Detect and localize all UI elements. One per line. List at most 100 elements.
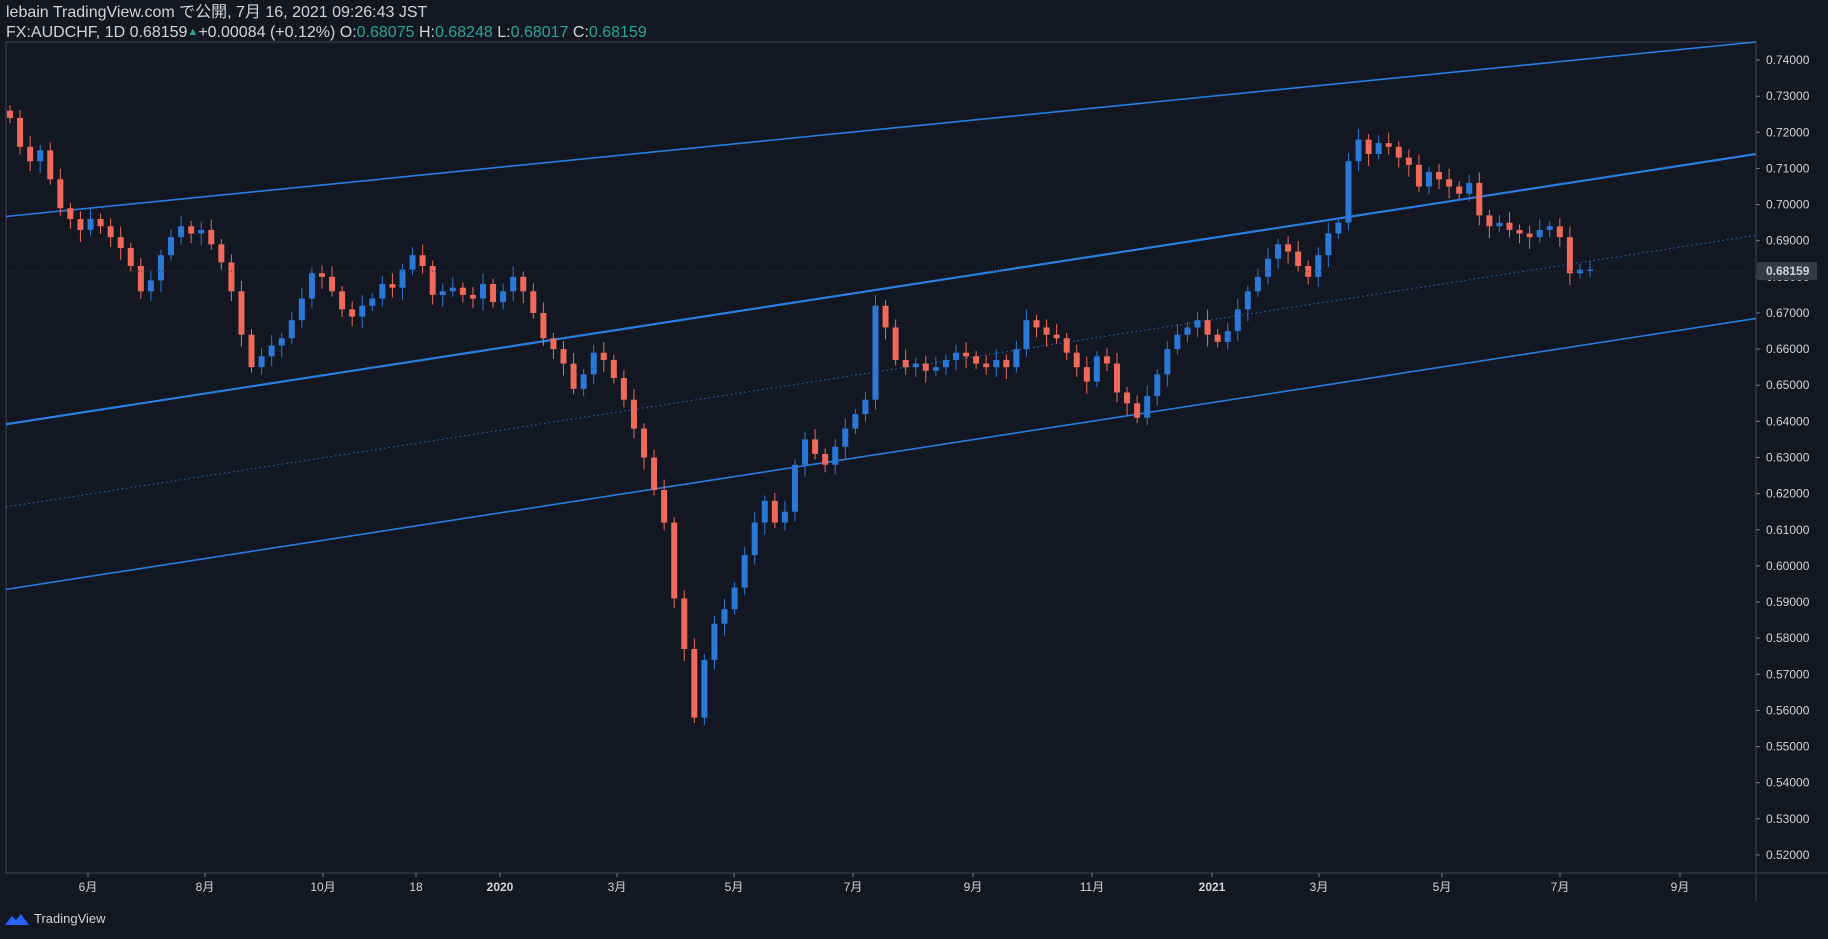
candle-body xyxy=(1164,349,1171,375)
candle-body xyxy=(469,294,476,299)
candle-body xyxy=(530,291,537,313)
candle-body xyxy=(198,229,205,234)
candle-body xyxy=(1436,172,1443,180)
candle-body xyxy=(1073,352,1080,368)
candle-body xyxy=(560,349,567,364)
candle-body xyxy=(731,587,738,610)
candle-body xyxy=(872,305,879,400)
candle-body xyxy=(1204,320,1211,335)
time-tick-label: 6月 xyxy=(79,880,98,894)
candle-body xyxy=(1506,222,1513,230)
candle-body xyxy=(188,226,195,234)
candle-body xyxy=(922,363,929,371)
candle-body xyxy=(1124,392,1131,404)
ohlc-legend: FX:AUDCHF, 1D 0.68159▲+0.00084 (+0.12%) … xyxy=(6,23,647,42)
candle-body xyxy=(1446,179,1453,187)
candle-body xyxy=(661,490,668,523)
time-tick-label: 9月 xyxy=(1671,880,1690,894)
candle-body xyxy=(449,287,456,292)
candle-body xyxy=(278,338,285,346)
candle-body xyxy=(852,414,859,429)
candle-body xyxy=(500,291,507,303)
tradingview-logo-icon xyxy=(5,913,29,925)
candle-body xyxy=(1576,269,1583,274)
up-arrow-icon: ▲ xyxy=(187,26,199,38)
publish-info: lebain TradingView.com で公開, 7月 16, 2021 … xyxy=(6,4,428,21)
candle-body xyxy=(510,276,517,292)
candle-body xyxy=(1335,222,1342,234)
last-price-badge-label: 0.68159 xyxy=(1766,264,1810,278)
candle-body xyxy=(359,305,366,317)
high-label: H: xyxy=(418,24,435,41)
candle-body xyxy=(1063,338,1070,353)
candle-body xyxy=(1496,222,1503,227)
candle-body xyxy=(802,439,809,465)
price-tick-label: 0.57000 xyxy=(1766,667,1810,681)
price-tick-label: 0.66000 xyxy=(1766,342,1810,356)
channel-line-lower xyxy=(5,317,1757,591)
candle-body xyxy=(620,378,627,400)
time-tick-label: 11月 xyxy=(1080,880,1104,894)
candle-body xyxy=(1566,237,1573,274)
candle-body xyxy=(77,219,84,230)
candle-body xyxy=(27,146,34,162)
candle-body xyxy=(1355,139,1362,162)
candle-body xyxy=(1134,403,1141,418)
candle-body xyxy=(781,511,788,523)
candle-body xyxy=(1013,349,1020,368)
candle-body xyxy=(228,262,235,292)
candle-body xyxy=(1476,182,1483,216)
symbol-label: FX:AUDCHF, 1D xyxy=(6,24,126,41)
candle-body xyxy=(1144,396,1151,418)
candle-body xyxy=(942,359,949,368)
candle-body xyxy=(1023,320,1030,350)
price-tick-label: 0.71000 xyxy=(1766,161,1810,175)
footer-brand[interactable]: TradingView xyxy=(4,911,106,926)
last-price-badge xyxy=(1757,262,1817,281)
price-tick-label: 0.61000 xyxy=(1766,523,1810,537)
candle-body xyxy=(1083,367,1090,382)
candle-body xyxy=(791,464,798,512)
candle-body xyxy=(1114,363,1121,393)
candle-body xyxy=(117,237,124,248)
candle-body xyxy=(1325,233,1332,256)
candle-body xyxy=(409,255,416,270)
candle-body xyxy=(490,284,497,303)
candle-body xyxy=(630,399,637,429)
price-tick-label: 0.73000 xyxy=(1766,89,1810,103)
candle-body xyxy=(1405,157,1412,165)
price-tick-label: 0.70000 xyxy=(1766,198,1810,212)
candle-body xyxy=(37,150,44,162)
candle-body xyxy=(771,500,778,523)
brand-label: TradingView xyxy=(34,911,106,926)
candle-body xyxy=(832,446,839,465)
candle-body xyxy=(641,428,648,458)
price-tick-label: 0.67000 xyxy=(1766,306,1810,320)
candle-body xyxy=(1194,320,1201,328)
time-tick-label: 2021 xyxy=(1199,880,1226,894)
candle-body xyxy=(168,237,175,256)
candle-body xyxy=(1486,215,1493,227)
candle-body xyxy=(932,367,939,371)
low-label: L: xyxy=(497,24,511,41)
candle-body xyxy=(1224,331,1231,342)
price-tick-label: 0.62000 xyxy=(1766,487,1810,501)
candle-body xyxy=(550,338,557,350)
candle-body xyxy=(1466,182,1473,194)
candle-body xyxy=(1395,146,1402,158)
candle-body xyxy=(1295,251,1302,267)
candle-body xyxy=(399,269,406,288)
candle-body xyxy=(7,110,13,118)
candle-body xyxy=(258,356,265,368)
candle-body xyxy=(1154,374,1161,397)
chart-header: lebain TradingView.com で公開, 7月 16, 2021 … xyxy=(6,4,647,42)
candle-body xyxy=(651,457,658,491)
candle-body xyxy=(308,273,315,299)
candle-body xyxy=(993,359,1000,368)
candle-body xyxy=(520,276,527,292)
candle-body xyxy=(57,179,64,209)
candle-body xyxy=(570,363,577,389)
candle-body xyxy=(208,229,215,245)
candle-body xyxy=(892,327,899,360)
